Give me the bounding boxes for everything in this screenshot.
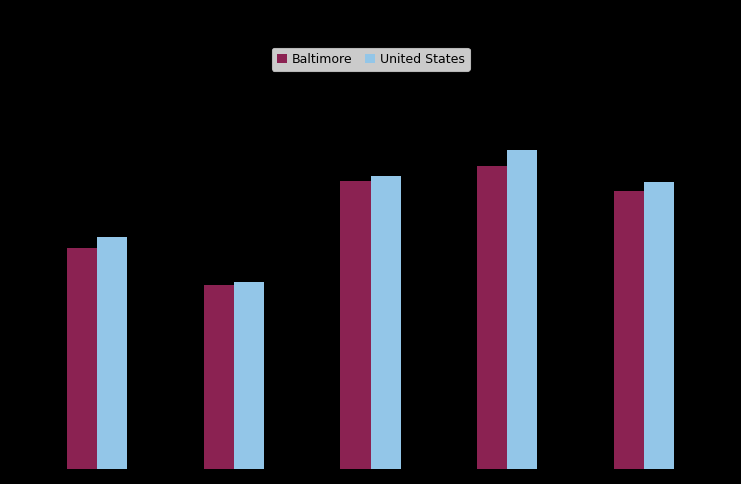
Bar [477, 166, 508, 469]
Bar [370, 176, 401, 469]
Bar [67, 248, 97, 469]
Bar [644, 182, 674, 469]
Bar [204, 285, 233, 469]
Bar [508, 150, 537, 469]
Bar [233, 282, 264, 469]
Bar [614, 191, 644, 469]
Legend: Baltimore, United States: Baltimore, United States [271, 48, 470, 71]
Bar [97, 238, 127, 469]
Bar [340, 182, 370, 469]
